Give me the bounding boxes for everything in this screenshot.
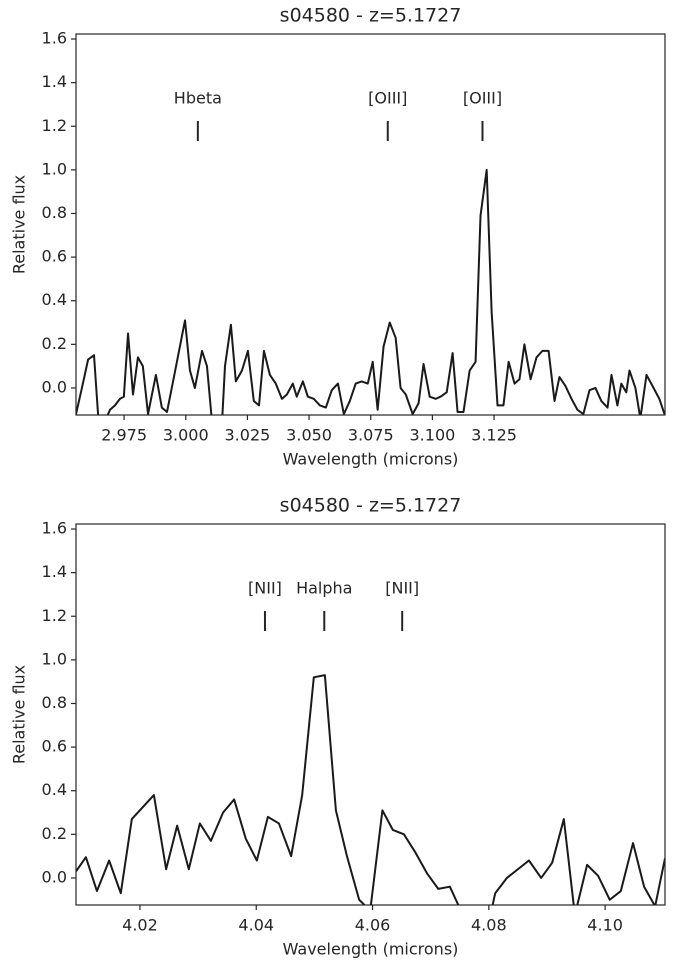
x-axis-label: Wavelength (microns) bbox=[283, 940, 459, 959]
x-tick-label: 4.08 bbox=[471, 916, 507, 935]
x-tick-label: 3.050 bbox=[286, 426, 332, 445]
x-tick-label: 4.02 bbox=[122, 916, 158, 935]
line-label: [OIII] bbox=[368, 89, 407, 108]
x-tick-label: 3.000 bbox=[163, 426, 209, 445]
y-tick-label: 0.0 bbox=[42, 377, 67, 396]
chart-title: s04580 - z=5.1727 bbox=[280, 495, 462, 517]
chart-title: s04580 - z=5.1727 bbox=[280, 5, 462, 27]
subplot: s04580 - z=5.1727 Wavelength (microns) Rel… bbox=[10, 495, 666, 959]
y-tick-label: 1.6 bbox=[42, 29, 67, 48]
y-tick-label: 1.0 bbox=[42, 649, 67, 668]
x-axis-label: Wavelength (microns) bbox=[283, 450, 459, 469]
y-tick-label: 0.4 bbox=[42, 780, 67, 799]
plot-frame bbox=[75, 523, 666, 906]
line-label: Hbeta bbox=[174, 89, 222, 108]
spectrum-line bbox=[76, 674, 665, 905]
x-tick-label: 2.975 bbox=[101, 426, 147, 445]
y-tick-label: 0.2 bbox=[42, 824, 67, 843]
x-tick-label: 3.100 bbox=[410, 426, 456, 445]
y-tick-label: 0.6 bbox=[42, 247, 67, 266]
y-axis-label: Relative flux bbox=[10, 175, 29, 274]
spectrum-line bbox=[76, 168, 665, 415]
subplot: s04580 - z=5.1727 Wavelength (microns) Rel… bbox=[10, 5, 666, 469]
x-tick-label: 4.04 bbox=[238, 916, 274, 935]
y-tick-label: 0.4 bbox=[42, 290, 67, 309]
x-tick-label: 4.06 bbox=[355, 916, 391, 935]
line-label: [NII] bbox=[248, 579, 282, 598]
x-tick-label: 4.10 bbox=[587, 916, 623, 935]
y-tick-label: 1.2 bbox=[42, 116, 67, 135]
plot-frame bbox=[75, 33, 666, 416]
y-tick-label: 0.6 bbox=[42, 737, 67, 756]
line-label: [NII] bbox=[385, 579, 419, 598]
y-tick-label: 0.8 bbox=[42, 203, 67, 222]
y-tick-label: 1.2 bbox=[42, 606, 67, 625]
line-label: [OIII] bbox=[463, 89, 502, 108]
y-tick-label: 1.4 bbox=[42, 72, 67, 91]
y-tick-label: 1.4 bbox=[42, 562, 67, 581]
y-tick-label: 0.0 bbox=[42, 867, 67, 886]
y-tick-label: 0.2 bbox=[42, 334, 67, 353]
y-tick-label: 1.0 bbox=[42, 159, 67, 178]
x-tick-label: 3.025 bbox=[225, 426, 271, 445]
line-label: Halpha bbox=[296, 579, 352, 598]
x-tick-label: 3.125 bbox=[471, 426, 517, 445]
y-tick-label: 1.6 bbox=[42, 519, 67, 538]
y-axis-label: Relative flux bbox=[10, 665, 29, 764]
y-tick-label: 0.8 bbox=[42, 693, 67, 712]
x-tick-label: 3.075 bbox=[348, 426, 394, 445]
